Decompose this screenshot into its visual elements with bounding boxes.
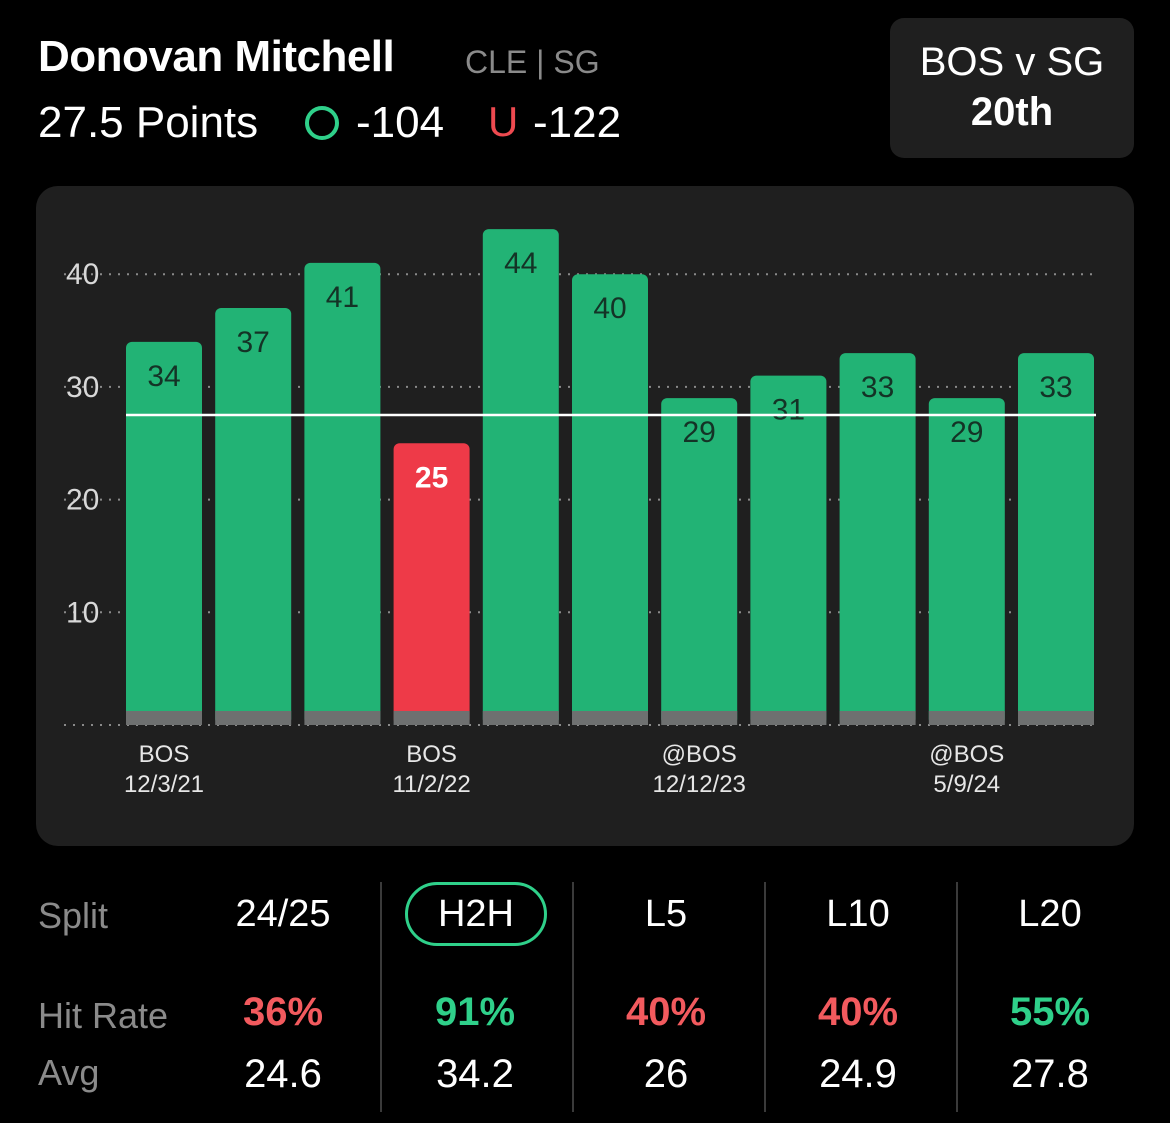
bar[interactable] (304, 262, 381, 725)
bar-base (393, 711, 470, 725)
avg-value: 34.2 (436, 1052, 514, 1096)
bar[interactable] (661, 398, 738, 725)
bar[interactable] (482, 229, 559, 725)
bar-chart: 10 20 30 40 34 37 41 25 44 40 29 31 33 29 33 BOS 12/3/21… (64, 229, 1096, 798)
bar[interactable] (393, 443, 470, 725)
split-tab-l10[interactable]: L10 (826, 893, 890, 935)
bar-value-label: 44 (504, 247, 537, 280)
bar-base (750, 711, 827, 725)
bar[interactable] (572, 274, 648, 725)
bar-value-label: 34 (147, 360, 180, 393)
hit-rate-value: 91% (434, 990, 516, 1034)
avg-label: Avg (38, 1052, 100, 1093)
over-icon[interactable] (305, 106, 339, 140)
bar-value-label: 25 (415, 461, 448, 494)
column-divider (572, 882, 574, 1112)
y-tick-label: 20 (66, 484, 99, 517)
bar-base (126, 711, 202, 725)
avg-value: 27.8 (1011, 1052, 1089, 1096)
bar-base (928, 711, 1005, 725)
bar[interactable] (928, 398, 1005, 725)
under-icon[interactable]: U (488, 98, 519, 145)
split-tab-h2h[interactable]: H2H (405, 882, 547, 946)
y-tick-label: 10 (66, 596, 99, 629)
x-tick-label: @BOS (929, 741, 1004, 768)
bar-base (215, 711, 292, 725)
x-tick-label: BOS (406, 741, 457, 768)
split-tab-l20[interactable]: L20 (1018, 893, 1082, 935)
bar[interactable] (750, 375, 827, 725)
matchup-title: BOS v SG (919, 40, 1105, 84)
y-tick-label: 40 (66, 258, 99, 291)
bar-base (304, 711, 381, 725)
bar-base (572, 711, 648, 725)
bar[interactable] (839, 353, 916, 725)
hit-rate-value: 40% (625, 990, 707, 1034)
team-position: CLE | SG (465, 44, 600, 80)
y-tick-label: 30 (66, 371, 99, 404)
matchup-box[interactable]: BOS v SG 20th (890, 18, 1134, 158)
over-odds[interactable]: -104 (356, 98, 445, 147)
bar-base (839, 711, 916, 725)
bar[interactable] (1018, 353, 1094, 725)
hit-rate-value: 40% (817, 990, 899, 1034)
bar-value-label: 29 (950, 416, 983, 449)
hit-rate-value: 36% (242, 990, 324, 1034)
x-tick-label: 5/9/24 (933, 771, 1000, 798)
x-tick-label: BOS (139, 741, 190, 768)
bar-value-label: 41 (326, 281, 359, 314)
column-divider (956, 882, 958, 1112)
bar-value-label: 29 (683, 416, 716, 449)
hit-rate-label: Hit Rate (38, 995, 169, 1036)
under-odds[interactable]: -122 (533, 98, 622, 147)
avg-value: 24.9 (819, 1052, 897, 1096)
x-tick-label: @BOS (662, 741, 737, 768)
bar-value-label: 31 (772, 394, 805, 427)
player-name: Donovan Mitchell (38, 32, 395, 81)
bar-base (661, 711, 738, 725)
bar-value-label: 33 (861, 371, 894, 404)
bar[interactable] (126, 341, 202, 725)
x-tick-label: 12/12/23 (652, 771, 745, 798)
bar-base (1018, 711, 1094, 725)
bar[interactable] (215, 308, 292, 725)
bar-base (482, 711, 559, 725)
avg-value: 24.6 (244, 1052, 322, 1096)
column-divider (380, 882, 382, 1112)
chart-panel: 10 20 30 40 34 37 41 25 44 40 29 31 33 29 33 BOS 12/3/21… (36, 186, 1134, 846)
bar-value-label: 37 (237, 326, 270, 359)
split-tab-2425[interactable]: 24/25 (235, 893, 331, 935)
matchup-rank: 20th (970, 90, 1054, 134)
x-tick-label: 11/2/22 (392, 771, 470, 798)
split-label: Split (38, 895, 109, 936)
prop-line: 27.5 Points (38, 98, 259, 147)
hit-rate-value: 55% (1009, 990, 1091, 1034)
avg-value: 26 (643, 1052, 689, 1096)
bar-value-label: 40 (593, 292, 626, 325)
bar-value-label: 33 (1039, 371, 1072, 404)
column-divider (764, 882, 766, 1112)
split-tab-l5[interactable]: L5 (644, 893, 688, 935)
x-tick-label: 12/3/21 (124, 771, 204, 798)
